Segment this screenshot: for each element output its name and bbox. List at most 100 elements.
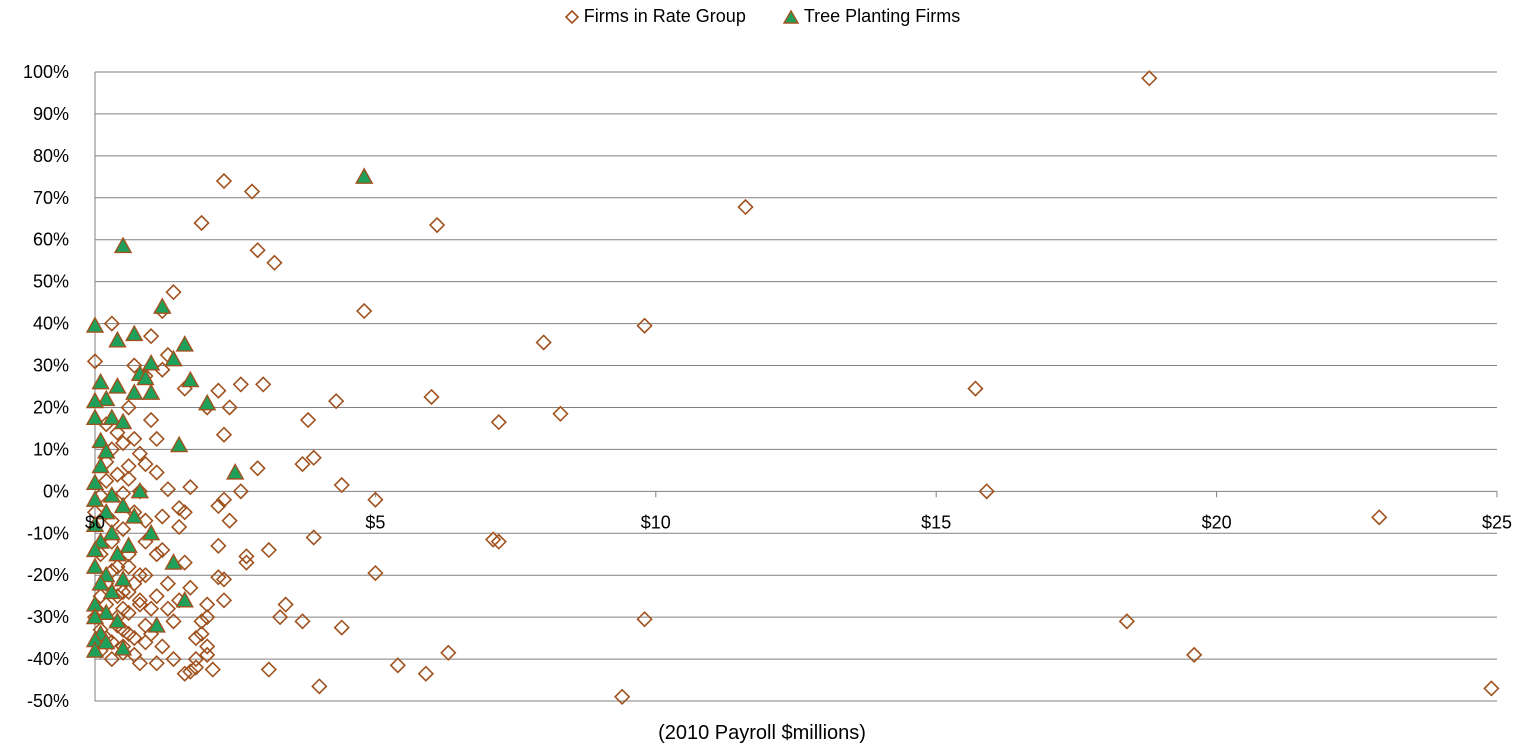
rate-group-point	[159, 481, 177, 498]
tree-planting-point	[91, 431, 110, 449]
tree-planting-point	[85, 641, 105, 658]
rate-group-point	[120, 583, 137, 601]
tree-planting-point	[85, 316, 105, 333]
tree-planting-point	[91, 456, 110, 474]
rate-group-point	[182, 479, 199, 496]
tree-planting-point	[175, 590, 194, 608]
rate-group-point	[367, 564, 384, 582]
rate-group-point	[215, 571, 233, 588]
tree-planting-point	[169, 435, 189, 453]
y-tick-label: 60%	[33, 230, 69, 250]
x-tick-label: $15	[921, 512, 951, 532]
legend: Firms in Rate Group Tree Planting Firms	[0, 6, 1524, 27]
rate-group-point	[137, 567, 154, 584]
rate-group-point	[187, 629, 205, 647]
rate-group-point	[260, 541, 277, 559]
rate-group-point	[131, 445, 148, 462]
rate-group-point	[215, 426, 233, 443]
rate-group-point	[978, 483, 995, 500]
rate-group-point	[614, 688, 631, 705]
rate-group-point	[271, 609, 289, 626]
tree-planting-point	[113, 412, 133, 430]
rate-group-point	[428, 216, 446, 234]
rate-group-point	[165, 613, 182, 630]
rate-group-point	[249, 460, 266, 477]
rate-group-point	[159, 600, 177, 617]
y-tick-label: 30%	[33, 356, 69, 376]
tree-planting-point	[85, 607, 105, 625]
tree-planting-point	[197, 393, 217, 411]
rate-group-point	[159, 575, 177, 592]
tree-planting-point	[108, 330, 127, 348]
tree-planting-point	[85, 408, 105, 426]
tree-planting-point	[125, 507, 144, 524]
rate-group-point	[328, 393, 345, 410]
rate-group-point	[221, 399, 238, 416]
rate-group-point	[238, 548, 255, 565]
tree-planting-point	[130, 481, 150, 499]
rate-group-point	[148, 430, 165, 448]
legend-item-tree-planting: Tree Planting Firms	[782, 6, 960, 27]
x-tick-label: $10	[641, 512, 671, 532]
tree-planting-point	[125, 383, 144, 400]
tree-planting-point	[136, 368, 155, 386]
y-tick-label: -40%	[27, 649, 69, 669]
rate-group-point	[210, 382, 227, 399]
rate-group-point	[154, 508, 171, 525]
tree-planting-point	[226, 463, 245, 480]
rate-group-point	[131, 592, 148, 609]
rate-group-point	[187, 650, 205, 668]
tree-planting-point	[113, 496, 133, 514]
tree-planting-point	[108, 611, 127, 629]
rate-group-point	[389, 657, 406, 674]
rate-group-point	[148, 546, 165, 563]
y-tick-label: 90%	[33, 104, 69, 124]
tree-planting-point	[141, 383, 161, 400]
y-tick-label: 40%	[33, 314, 69, 334]
tree-planting-point	[141, 353, 161, 371]
rate-group-point	[333, 476, 350, 494]
rate-group-point	[182, 579, 199, 596]
rate-group-point	[126, 430, 143, 448]
rate-group-point	[120, 604, 137, 622]
rate-group-point	[440, 644, 457, 661]
rate-group-point	[232, 376, 249, 393]
rate-group-point	[114, 434, 132, 452]
rate-group-point	[294, 455, 311, 473]
rate-group-point	[193, 214, 210, 232]
tree-planting-point	[85, 557, 105, 574]
x-axis-title: (2010 Payroll $millions)	[658, 722, 866, 744]
rate-group-point	[142, 600, 160, 617]
legend-label-tree-planting: Tree Planting Firms	[803, 6, 961, 26]
rate-group-point	[210, 569, 227, 586]
y-tick-label: 80%	[33, 146, 69, 166]
legend-label-rate-group: Firms in Rate Group	[583, 6, 746, 26]
rate-group-point	[311, 678, 328, 695]
rate-group-point	[417, 665, 435, 682]
tree-planting-point	[113, 639, 133, 656]
rate-group-point	[199, 638, 216, 655]
rate-group-point	[232, 483, 249, 500]
tree-planting-point	[97, 442, 116, 459]
rate-group-point	[356, 302, 373, 320]
x-tick-label: $5	[365, 512, 385, 532]
y-tick-label: -20%	[27, 565, 69, 585]
tree-planting-point	[97, 632, 116, 650]
rate-group-point	[490, 533, 507, 550]
x-tick-label: $25	[1482, 512, 1512, 532]
rate-group-point	[1371, 509, 1388, 526]
rate-group-point	[215, 172, 233, 190]
rate-group-point	[131, 567, 148, 584]
y-tick-label: 0%	[43, 481, 69, 501]
rate-group-point	[98, 472, 115, 489]
rate-group-point	[266, 254, 283, 271]
rate-group-point	[277, 596, 294, 613]
rate-group-point	[333, 619, 350, 636]
x-tick-label: $20	[1202, 512, 1232, 532]
x-tick-label: $0	[85, 512, 105, 532]
tree-planting-point	[354, 167, 374, 184]
tree-planting-point	[102, 582, 122, 600]
y-tick-label: 50%	[33, 272, 69, 292]
y-tick-label: -10%	[27, 523, 69, 543]
